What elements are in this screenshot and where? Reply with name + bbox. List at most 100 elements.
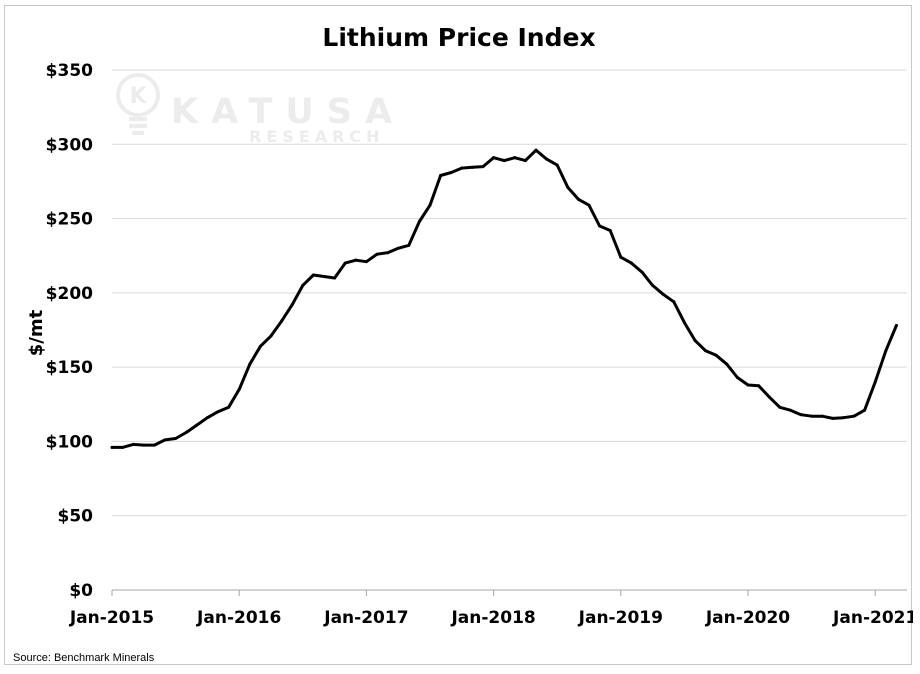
data-point bbox=[269, 334, 273, 338]
data-point bbox=[735, 376, 739, 380]
data-point bbox=[682, 321, 686, 325]
data-point bbox=[216, 410, 220, 414]
series-group bbox=[110, 148, 898, 449]
x-tick-label: Jan-2016 bbox=[196, 608, 281, 628]
logo-letter: K bbox=[129, 84, 147, 109]
y-tick-label: $350 bbox=[46, 61, 93, 81]
data-point bbox=[757, 384, 761, 388]
data-point bbox=[428, 203, 432, 207]
watermark-name: KATUSA bbox=[171, 92, 405, 132]
data-point bbox=[311, 273, 315, 277]
data-point bbox=[587, 203, 591, 207]
data-point bbox=[746, 383, 750, 387]
chart-frame: K KATUSA RESEARCH $0 $50 $100 $150 $200 $250 $… bbox=[4, 5, 913, 665]
data-point bbox=[417, 220, 421, 224]
data-point bbox=[449, 171, 453, 175]
data-point bbox=[375, 252, 379, 256]
data-point bbox=[301, 283, 305, 287]
data-point bbox=[163, 438, 167, 442]
x-tick-label: Jan-2019 bbox=[578, 608, 663, 628]
data-point bbox=[608, 228, 612, 232]
y-tick-label: $100 bbox=[46, 432, 93, 452]
y-axis-label: $/mt bbox=[26, 309, 47, 356]
data-point bbox=[799, 413, 803, 417]
data-point bbox=[523, 159, 527, 163]
data-point bbox=[651, 283, 655, 287]
x-tick-labels: Jan-2015 Jan-2016 Jan-2017 Jan-2018 Jan-2019… bbox=[69, 608, 913, 628]
data-point bbox=[640, 270, 644, 274]
data-point bbox=[131, 442, 135, 446]
data-point bbox=[322, 275, 326, 279]
watermark-tagline: RESEARCH bbox=[249, 127, 385, 146]
data-point bbox=[672, 300, 676, 304]
data-point bbox=[820, 414, 824, 418]
x-tick-label: Jan-2017 bbox=[323, 608, 408, 628]
data-point bbox=[333, 276, 337, 280]
data-point bbox=[481, 165, 485, 169]
data-point bbox=[142, 443, 146, 447]
x-tick-label: Jan-2018 bbox=[450, 608, 535, 628]
data-point bbox=[725, 362, 729, 366]
data-point bbox=[237, 387, 241, 391]
data-point bbox=[704, 349, 708, 353]
y-tick-label: $0 bbox=[69, 581, 93, 601]
data-point bbox=[767, 395, 771, 399]
data-point bbox=[598, 224, 602, 228]
data-point bbox=[227, 405, 231, 409]
data-point bbox=[619, 255, 623, 259]
x-tick-label: Jan-2020 bbox=[705, 608, 790, 628]
axes bbox=[111, 589, 907, 596]
data-point bbox=[534, 148, 538, 152]
lightbulb-logo-icon: K bbox=[116, 73, 160, 135]
data-point bbox=[290, 303, 294, 307]
data-point bbox=[661, 292, 665, 296]
data-point bbox=[121, 445, 125, 449]
data-point bbox=[184, 431, 188, 435]
data-point bbox=[884, 349, 888, 353]
chart-title: Lithium Price Index bbox=[322, 23, 595, 52]
data-point bbox=[629, 261, 633, 265]
data-point bbox=[386, 251, 390, 255]
data-point bbox=[810, 414, 814, 418]
data-point bbox=[492, 156, 496, 160]
data-point bbox=[513, 156, 517, 160]
data-point bbox=[545, 157, 549, 161]
x-tick-label: Jan-2021 bbox=[832, 608, 913, 628]
data-point bbox=[110, 445, 114, 449]
y-tick-label: $150 bbox=[46, 358, 93, 378]
data-point bbox=[502, 159, 506, 163]
data-point bbox=[788, 408, 792, 412]
data-point bbox=[248, 362, 252, 366]
line-chart: K KATUSA RESEARCH $0$50$100$150$200$250$… bbox=[13, 23, 913, 664]
data-point bbox=[354, 258, 358, 262]
data-point bbox=[439, 173, 443, 177]
series-line-0 bbox=[110, 148, 898, 449]
y-tick-label: $300 bbox=[46, 135, 93, 155]
data-point bbox=[396, 246, 400, 250]
data-point bbox=[831, 416, 835, 420]
data-point bbox=[205, 416, 209, 420]
data-point bbox=[693, 338, 697, 342]
data-point bbox=[280, 319, 284, 323]
data-point bbox=[258, 344, 262, 348]
data-point bbox=[863, 408, 867, 412]
y-tick-label: $200 bbox=[46, 284, 93, 304]
source-note: Source: Benchmark Minerals bbox=[13, 652, 155, 664]
data-point bbox=[460, 166, 464, 170]
y-tick-labels: $0 $50 $100 $150 $200 $250 $300 $350 bbox=[46, 61, 93, 601]
data-point bbox=[174, 436, 178, 440]
data-point bbox=[364, 260, 368, 264]
data-point bbox=[894, 324, 898, 328]
data-point bbox=[407, 243, 411, 247]
data-point bbox=[873, 380, 877, 384]
gridlines bbox=[112, 69, 907, 517]
data-point bbox=[714, 353, 718, 357]
data-point bbox=[852, 414, 856, 418]
katusa-watermark: K KATUSA RESEARCH bbox=[116, 73, 405, 146]
data-point bbox=[343, 261, 347, 265]
data-point bbox=[195, 423, 199, 427]
data-point bbox=[576, 197, 580, 201]
x-tick-label: Jan-2015 bbox=[69, 608, 154, 628]
data-point bbox=[566, 185, 570, 189]
data-point bbox=[152, 443, 156, 447]
